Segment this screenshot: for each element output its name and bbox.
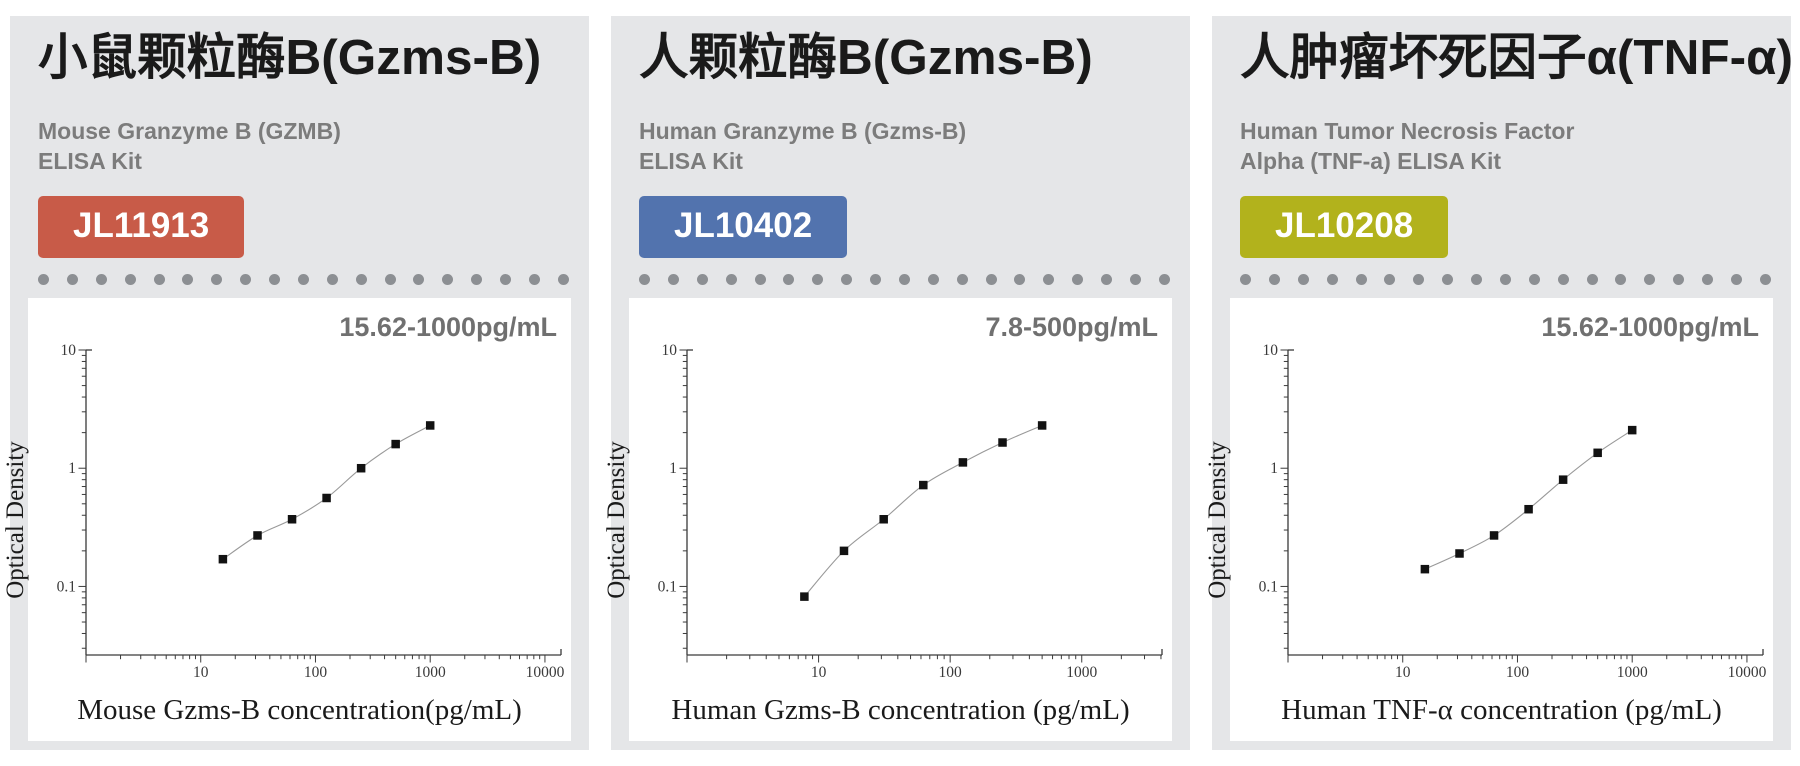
svg-text:10: 10	[662, 342, 678, 359]
svg-text:10: 10	[193, 664, 209, 681]
svg-text:10: 10	[1395, 664, 1411, 681]
svg-text:1: 1	[669, 460, 677, 477]
svg-text:1000: 1000	[1617, 664, 1648, 681]
svg-text:0.1: 0.1	[658, 578, 677, 595]
svg-text:10000: 10000	[1728, 664, 1767, 681]
svg-text:100: 100	[939, 664, 963, 681]
svg-text:10: 10	[1263, 342, 1279, 359]
svg-text:10: 10	[61, 342, 77, 359]
svg-text:1: 1	[1270, 460, 1278, 477]
svg-text:1000: 1000	[415, 664, 446, 681]
svg-text:0.1: 0.1	[57, 578, 76, 595]
svg-text:0.1: 0.1	[1259, 578, 1278, 595]
svg-text:100: 100	[304, 664, 328, 681]
svg-text:1000: 1000	[1066, 664, 1097, 681]
svg-text:10: 10	[811, 664, 827, 681]
svg-text:10000: 10000	[526, 664, 565, 681]
svg-text:1: 1	[68, 460, 76, 477]
svg-text:100: 100	[1506, 664, 1530, 681]
